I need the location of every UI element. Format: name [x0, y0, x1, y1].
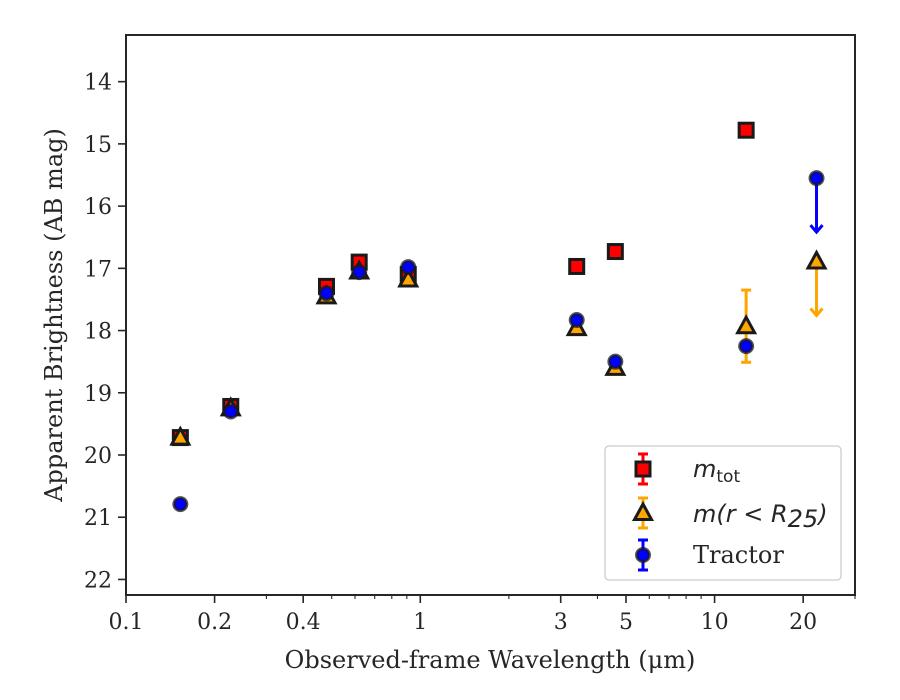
data-point-circle [808, 170, 825, 187]
x-tick-label: 10 [701, 610, 729, 635]
y-tick-label: 16 [84, 195, 112, 220]
y-tick-label: 15 [84, 133, 112, 158]
x-tick-label: 0.1 [109, 610, 144, 635]
axis-ticks: 0.1 0.2 0.4 1 3 5 10 20 14 15 16 17 18 19 20 21 22 [84, 71, 856, 635]
data-point-triangle [169, 425, 192, 446]
legend-box [604, 445, 842, 581]
x-tick-label: 1 [413, 610, 427, 635]
y-tick-label: 22 [84, 568, 112, 593]
y-tick-label: 20 [84, 444, 112, 469]
x-tick-label: 3 [554, 610, 568, 635]
x-tick-label: 5 [619, 610, 633, 635]
y-axis-title: Apparent Brightness (AB mag) [40, 128, 68, 503]
data-point-circle [568, 311, 585, 328]
legend-marker-square [634, 460, 652, 478]
data-markers [169, 121, 828, 513]
x-axis-title: Observed-frame Wavelength (μm) [285, 646, 696, 674]
data-point-square [568, 257, 586, 275]
x-tick-label: 0.2 [197, 610, 232, 635]
data-point-circle [172, 496, 189, 513]
data-point-circle [400, 259, 417, 276]
data-point-circle [318, 285, 335, 302]
y-tick-label: 18 [84, 320, 112, 345]
data-point-square [606, 243, 624, 261]
data-point-circle [222, 403, 239, 420]
upper-limit-arrow-head [809, 224, 824, 235]
legend-label-tractor: Tractor [693, 541, 784, 569]
legend-label-mr25: m(r < R25) [693, 500, 828, 533]
legend: mtot m(r < R25) Tractor [604, 445, 842, 581]
y-tick-label: 17 [84, 257, 112, 282]
data-point-triangle [397, 267, 420, 288]
legend-marker-circle [635, 547, 651, 563]
upper-limit-arrow-head [809, 307, 824, 318]
data-point-circle [607, 353, 624, 370]
legend-label-mtot: mtot [693, 455, 740, 487]
y-tick-label: 19 [84, 382, 112, 407]
x-tick-label: 0.4 [286, 610, 321, 635]
data-point-triangle [805, 249, 828, 270]
plot-frame [125, 34, 856, 596]
data-point-triangle [735, 314, 758, 335]
x-tick-label: 20 [789, 610, 817, 635]
data-point-square [737, 121, 755, 139]
legend-marker-triangle [631, 500, 655, 521]
y-tick-label: 21 [84, 506, 112, 531]
data-point-circle [738, 338, 755, 355]
data-point-circle [351, 264, 368, 281]
y-tick-label: 14 [84, 71, 112, 96]
